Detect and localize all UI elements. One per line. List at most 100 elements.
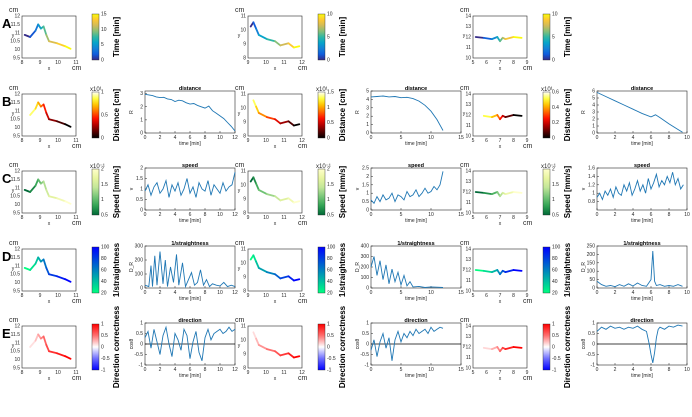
unit-cm-y: cm [460,85,470,92]
xtick-label: 8 [21,138,24,144]
y-tick-label: 1.2 [588,182,595,188]
xtick-label: 8 [512,138,515,144]
colorbar-tick-label: 80 [101,256,107,262]
y-axis-label: y [238,266,241,272]
xtick-label: 11 [73,60,78,66]
xtick-label: 11 [73,138,78,144]
x-tick-label: 10 [684,290,690,296]
x-tick-label: 15 [458,290,464,296]
trajectory-axes-box [472,170,528,214]
colorbar [542,91,551,139]
y-tick-label: 2 [592,117,595,123]
colorbar [91,91,100,139]
x-tick-label: 5 [400,290,403,296]
colorbar-tick-label: 10 [552,12,558,18]
series-line [370,95,444,131]
xtick-label: 6 [485,293,488,299]
colorbar-tick-label: 2 [101,167,104,173]
trajectory-segment [512,269,523,272]
y-tick-label: 1 [592,321,595,327]
ytick-label: 9 [243,197,246,203]
x-axis-label: x [499,376,502,382]
trajectory-segment [34,101,40,110]
line-chart-D-2: 1/straightness 0 5 10 15 0 100 200 300 400 time [m… [355,241,464,302]
colorbar-tick-label: 0 [327,58,330,64]
trajectory-axes-box [247,15,303,59]
ytick-label: 11.5 [11,332,21,338]
trajectory-segment [279,275,290,280]
xtick-label: 7 [499,138,502,144]
ytick-label: 13 [465,334,471,340]
y-axis-label: cosθ [355,339,361,350]
trajectory-segment [29,339,37,348]
y-tick-label: 0 [140,131,143,137]
ytick-label: 11 [466,355,471,361]
ytick-label: 12 [465,35,471,41]
unit-cm-x: cm [72,298,82,305]
trajectory-segment [274,40,282,47]
trajectory-segment [265,348,276,353]
ytick-label: 11 [241,14,246,20]
x-tick-label: 0 [370,135,373,141]
colorbar-tick-label: 5 [101,42,104,48]
colorbar-tick-label: 0 [552,58,555,64]
xtick-label: 6 [485,60,488,66]
colorbar-tick-label: -0.5 [327,356,336,362]
ytick-label: 9.5 [13,366,20,372]
colorbar-tick-label: 1 [101,90,104,96]
xtick-label: 7 [499,370,502,376]
trajectory-segment [23,188,32,193]
y-axis-label: y [463,111,466,117]
trajectory-segment [45,343,50,353]
trajectory-segment [474,191,485,194]
y-tick-label: 0 [366,286,369,292]
x-tick-label: 10 [428,367,434,373]
ytick-label: 10.5 [10,349,20,355]
unit-cm-x: cm [72,143,82,150]
xtick-label: 8 [21,60,24,66]
trajectory-segment [29,29,37,38]
ytick-label: 10.5 [10,272,20,278]
x-tick-label: 6 [189,367,192,373]
colorbar [542,323,551,371]
trajectory-axes-box [21,15,77,59]
ytick-label: 14 [465,247,471,253]
y-tick-label: -0.5 [360,352,369,358]
x-tick-label: 6 [650,135,653,141]
ytick-label: 12 [465,190,471,196]
y-tick-label: 100 [361,275,370,281]
colorbar-tick-label: 1 [327,105,330,111]
xtick-label: 11 [281,215,286,221]
ytick-label: 10.5 [10,39,20,45]
unit-cm-x: cm [72,375,82,382]
x-tick-label: 6 [650,212,653,218]
x-axis-label: x [48,376,51,382]
ytick-label: 10 [465,134,471,140]
trajectory-segment [265,193,276,198]
row-label-C: C [2,171,12,186]
y-axis-label: D_R [129,262,135,272]
colorbar-tick-label: 100 [101,245,110,251]
x-tick-label: 12 [232,367,238,373]
trajectory-segment [257,188,268,196]
trajectory-segment [482,346,493,351]
xtick-label: 6 [485,370,488,376]
row-label-D: D [2,249,11,264]
y-tick-label: 1.5 [136,176,143,182]
x-tick-label: 4 [174,290,177,296]
ytick-label: 11 [241,92,246,98]
xtick-label: 9 [247,60,250,66]
xtick-label: 11 [281,370,286,376]
trajectory-segment [255,260,260,269]
x-tick-label: 0 [144,290,147,296]
x-axis-label: time [min] [179,141,201,147]
colorbar-tick-label: 2 [552,167,555,173]
trajectory-segment [490,114,499,118]
